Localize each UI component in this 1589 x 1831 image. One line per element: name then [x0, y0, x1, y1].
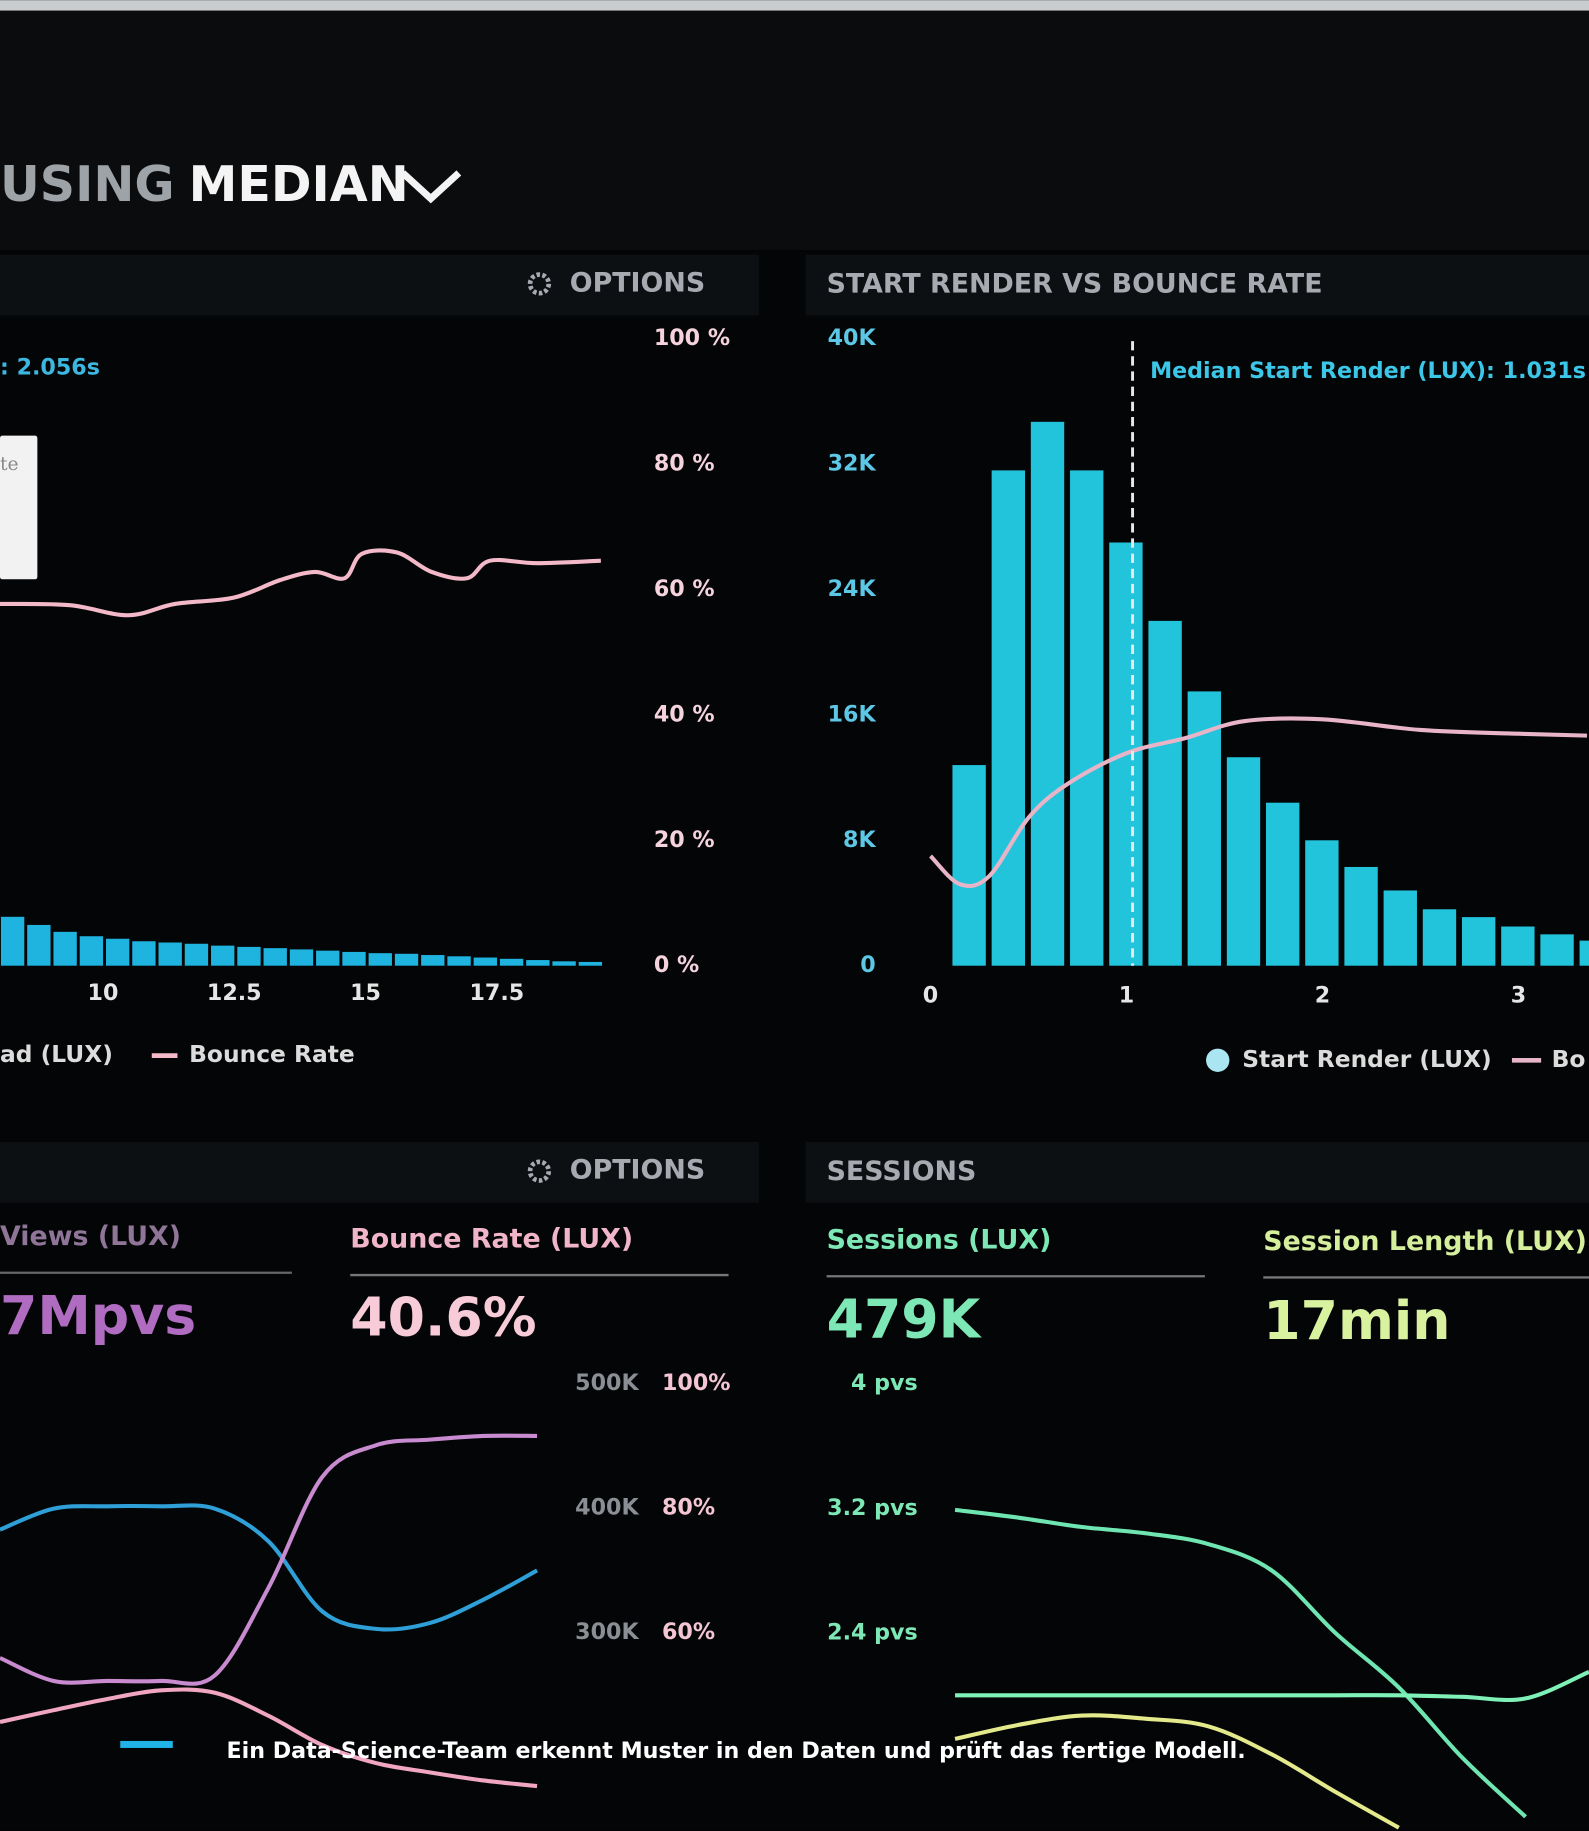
bar — [552, 961, 575, 965]
bar — [132, 941, 155, 965]
histogram-bar — [1070, 470, 1103, 965]
y2-tick-label: 40 % — [654, 701, 715, 727]
y2-tick-label: 100 % — [654, 325, 730, 351]
histogram-bar — [1580, 941, 1589, 966]
x-tick-label: 0 — [923, 983, 938, 1009]
x-tick-label: 15 — [350, 980, 381, 1006]
y-tick-label: 32K — [828, 451, 877, 477]
y-tick-label: 16K — [828, 701, 877, 727]
x-tick-label: 1 — [1119, 983, 1134, 1009]
y-tick-label: 8K — [843, 827, 876, 853]
options-button[interactable]: OPTIONS — [570, 1155, 705, 1186]
stat-value: 479K — [827, 1288, 983, 1351]
stat-label: Bounce Rate (LUX) — [350, 1224, 633, 1255]
histogram-bar — [1384, 890, 1417, 965]
histogram-bar — [1031, 422, 1064, 966]
y2-tick-label: 0 % — [654, 952, 699, 978]
y-tick-label: 4 pvs — [851, 1370, 918, 1396]
y2-tick-label: 80 % — [654, 451, 715, 477]
y-tick-label: 40K — [828, 325, 877, 351]
bar — [369, 953, 392, 966]
y-tick-label: 24K — [828, 576, 877, 602]
bar — [290, 949, 313, 965]
y-tick-label: 400K — [575, 1495, 639, 1521]
histogram-bar — [1501, 927, 1534, 966]
histogram-bar — [992, 470, 1025, 965]
x-tick-label: 17.5 — [470, 980, 525, 1006]
x-tick-label: 10 — [88, 980, 119, 1006]
bar — [447, 956, 470, 965]
histogram-bar — [1266, 803, 1299, 966]
bar — [342, 952, 365, 966]
annotation: : 2.056s — [0, 354, 100, 380]
bar — [237, 947, 260, 966]
options-button[interactable]: OPTIONS — [570, 267, 705, 298]
caption-accent — [120, 1741, 173, 1748]
bar — [395, 954, 418, 966]
histogram-bar — [1540, 934, 1573, 965]
bar — [27, 925, 50, 966]
bar — [53, 932, 76, 966]
histogram-bar — [1305, 840, 1338, 965]
y2-tick-label: 100% — [662, 1370, 731, 1396]
histogram-bar — [1227, 757, 1260, 965]
bar — [474, 958, 497, 966]
y-tick-label: 3.2 pvs — [827, 1495, 918, 1521]
legend-label: Start Render (LUX) — [1242, 1045, 1491, 1073]
y-tick-label: 300K — [575, 1619, 639, 1645]
top-edge — [0, 0, 1589, 11]
y2-tick-label: 20 % — [654, 827, 715, 853]
legend-label: Bounce Rate — [189, 1040, 355, 1068]
y2-tick-label: 60 % — [654, 576, 715, 602]
heading-prefix: USING — [0, 154, 175, 212]
histogram-bar — [1148, 621, 1181, 966]
panel-title: START RENDER VS BOUNCE RATE — [827, 269, 1323, 300]
bar — [264, 948, 287, 966]
stat-value: 40.6% — [350, 1285, 536, 1348]
page: USINGMEDIAN OPTIONS START RENDER VS BOUN… — [0, 0, 1589, 1831]
caption: Ein Data-Science-Team erkennt Muster in … — [226, 1738, 1245, 1764]
stat-label: Views (LUX) — [0, 1221, 181, 1252]
legend-label: Bo — [1552, 1045, 1586, 1073]
bar — [316, 951, 339, 966]
x-tick-label: 2 — [1315, 983, 1330, 1009]
bar — [106, 939, 129, 966]
median-label: Median Start Render (LUX): 1.031s — [1150, 358, 1586, 384]
y-tick-label: 0 — [860, 952, 875, 978]
bar — [421, 955, 444, 966]
legend-marker — [1206, 1049, 1229, 1072]
stat-value: 17min — [1263, 1289, 1450, 1352]
bar — [500, 959, 523, 966]
bar — [185, 944, 208, 966]
heading-band — [0, 11, 1589, 250]
bar — [1, 917, 24, 966]
stat-value: 7Mpvs — [0, 1284, 196, 1347]
bar — [526, 960, 549, 966]
y2-tick-label: 80% — [662, 1495, 715, 1521]
heading-title: MEDIAN — [189, 154, 409, 212]
stat-label: Sessions (LUX) — [827, 1225, 1052, 1256]
tooltip-text: te — [0, 454, 19, 475]
histogram-bar — [1344, 867, 1377, 966]
y-tick-label: 500K — [575, 1370, 639, 1396]
bar — [579, 962, 602, 966]
histogram-bar — [952, 765, 985, 966]
y2-tick-label: 60% — [662, 1619, 715, 1645]
bar — [211, 946, 234, 966]
panel-title: SESSIONS — [827, 1156, 977, 1187]
stat-label: Session Length (LUX) — [1263, 1226, 1587, 1257]
histogram-bar — [1462, 917, 1495, 966]
y-tick-label: 2.4 pvs — [827, 1619, 918, 1645]
x-tick-label: 3 — [1511, 983, 1526, 1009]
bar — [80, 936, 103, 965]
histogram-bar — [1423, 909, 1456, 965]
dashboard-photo: USINGMEDIAN OPTIONS START RENDER VS BOUN… — [0, 0, 1589, 1831]
bar — [159, 943, 182, 966]
legend-label: ad (LUX) — [0, 1040, 113, 1068]
x-tick-label: 12.5 — [207, 980, 262, 1006]
